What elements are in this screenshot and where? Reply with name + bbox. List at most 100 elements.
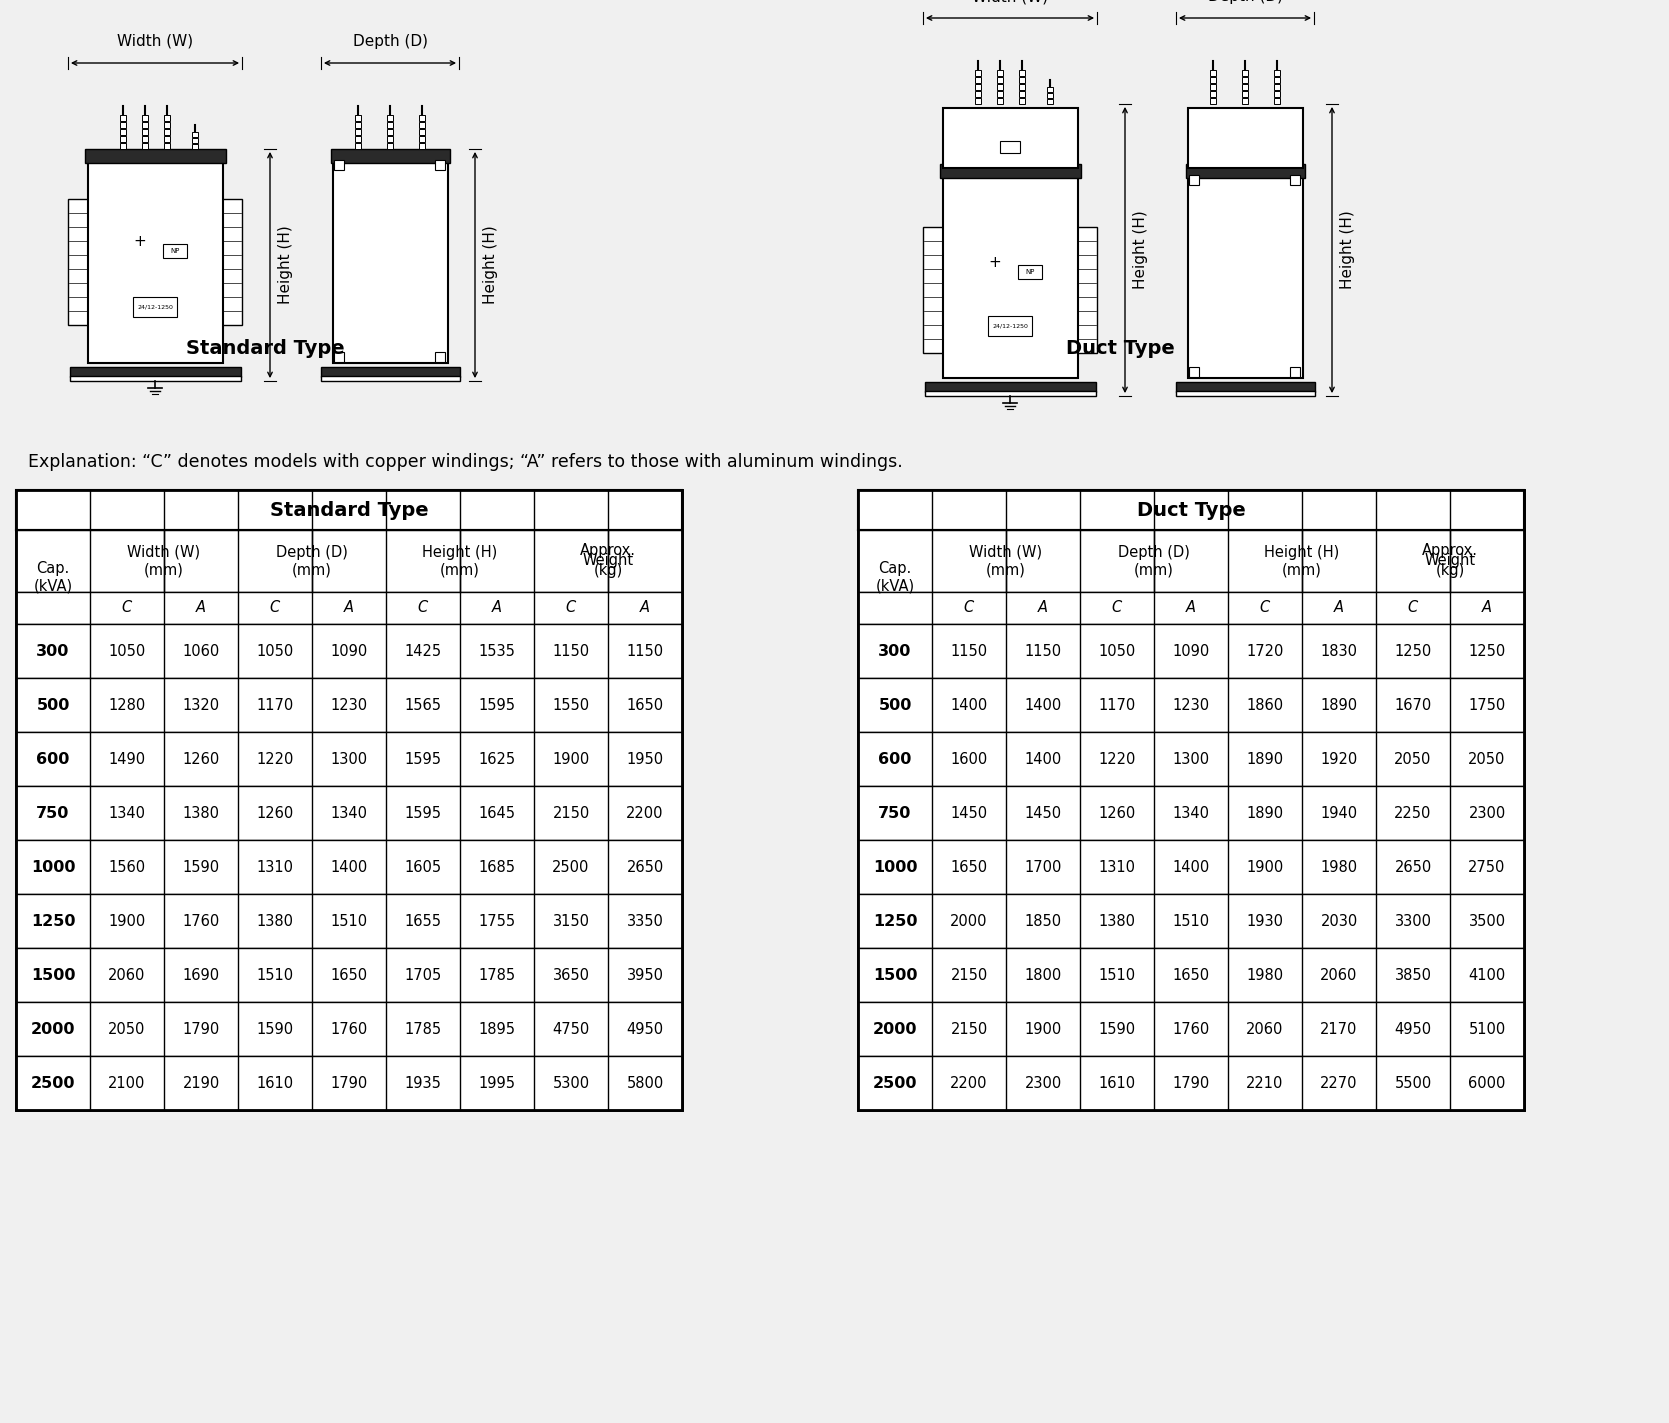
Text: 1565: 1565	[404, 697, 442, 713]
Text: (mm): (mm)	[292, 562, 332, 578]
Text: 1790: 1790	[182, 1022, 220, 1036]
Bar	[419, 115, 426, 121]
Text: 1900: 1900	[108, 914, 145, 928]
Bar	[988, 316, 1031, 336]
Text: C: C	[1409, 601, 1419, 616]
Bar	[1020, 91, 1025, 97]
Text: 1670: 1670	[1394, 697, 1432, 713]
Text: 1150: 1150	[626, 643, 664, 659]
Bar	[975, 98, 981, 104]
Text: 2200: 2200	[626, 805, 664, 821]
Bar	[975, 70, 981, 75]
Bar	[1177, 391, 1315, 396]
Bar	[419, 122, 426, 128]
Bar	[858, 731, 1524, 785]
Bar	[120, 129, 125, 135]
Text: 2750: 2750	[1469, 859, 1505, 875]
Text: 24/12-1250: 24/12-1250	[991, 323, 1028, 329]
Text: 4100: 4100	[1469, 968, 1505, 982]
Text: Approx.: Approx.	[1422, 544, 1479, 558]
Text: +: +	[134, 233, 147, 249]
Text: 1690: 1690	[182, 968, 220, 982]
Bar	[1020, 84, 1025, 90]
Text: 1400: 1400	[1172, 859, 1210, 875]
Text: 2300: 2300	[1025, 1076, 1061, 1090]
Text: 1550: 1550	[552, 697, 589, 713]
Text: 1150: 1150	[552, 643, 589, 659]
Text: 1400: 1400	[1025, 697, 1061, 713]
Text: 1590: 1590	[182, 859, 220, 875]
Text: 1950: 1950	[626, 751, 664, 767]
Bar	[1046, 87, 1053, 92]
Text: A: A	[1038, 601, 1048, 616]
Text: Width (W): Width (W)	[117, 34, 194, 48]
Bar	[85, 149, 225, 164]
Bar	[858, 677, 1524, 731]
Text: C: C	[1260, 601, 1270, 616]
Text: 1645: 1645	[479, 805, 516, 821]
Text: 2150: 2150	[950, 968, 988, 982]
Text: 2000: 2000	[30, 1022, 75, 1036]
Text: C: C	[1112, 601, 1122, 616]
Text: 1595: 1595	[404, 805, 442, 821]
Text: 1610: 1610	[1098, 1076, 1135, 1090]
Text: 5800: 5800	[626, 1076, 664, 1090]
Bar	[858, 490, 1524, 1110]
Bar	[334, 159, 344, 169]
Text: 2060: 2060	[1247, 1022, 1283, 1036]
Bar	[1273, 77, 1280, 83]
Bar	[17, 948, 683, 1002]
Text: 1170: 1170	[257, 697, 294, 713]
Bar	[164, 142, 170, 149]
Text: 2300: 2300	[1469, 805, 1505, 821]
Text: 2100: 2100	[108, 1076, 145, 1090]
Text: Depth (D): Depth (D)	[275, 545, 347, 559]
Bar	[943, 108, 1078, 168]
Text: 2050: 2050	[1394, 751, 1432, 767]
Text: 4950: 4950	[626, 1022, 664, 1036]
Bar	[925, 381, 1097, 391]
Bar	[334, 351, 344, 361]
Text: Height (H): Height (H)	[482, 226, 497, 305]
Text: 1595: 1595	[404, 751, 442, 767]
Text: 500: 500	[37, 697, 70, 713]
Bar	[925, 391, 1097, 396]
Bar	[387, 137, 392, 142]
Text: Depth (D): Depth (D)	[1207, 0, 1282, 4]
Text: 600: 600	[878, 751, 911, 767]
Text: A: A	[639, 601, 649, 616]
Text: A: A	[195, 601, 205, 616]
Text: Cap.: Cap.	[37, 561, 70, 575]
Bar	[858, 490, 1524, 529]
Text: 1755: 1755	[479, 914, 516, 928]
Bar	[355, 129, 361, 135]
Bar	[858, 894, 1524, 948]
Bar	[330, 149, 451, 164]
Text: 750: 750	[37, 805, 70, 821]
Text: 1280: 1280	[108, 697, 145, 713]
Bar	[17, 894, 683, 948]
Text: Duct Type: Duct Type	[1065, 339, 1175, 357]
Text: 1900: 1900	[1247, 859, 1283, 875]
Bar	[17, 840, 683, 894]
Bar	[134, 297, 177, 317]
Bar	[1188, 367, 1198, 377]
Text: 1850: 1850	[1025, 914, 1061, 928]
Text: (kg): (kg)	[1435, 564, 1465, 579]
Bar	[70, 367, 240, 377]
Text: 2500: 2500	[552, 859, 589, 875]
Bar	[17, 677, 683, 731]
Text: 1685: 1685	[479, 859, 516, 875]
Text: 1900: 1900	[1025, 1022, 1061, 1036]
Text: 1940: 1940	[1320, 805, 1357, 821]
Text: 1050: 1050	[108, 643, 145, 659]
Text: 1860: 1860	[1247, 697, 1283, 713]
Text: 2500: 2500	[873, 1076, 918, 1090]
Text: 1650: 1650	[330, 968, 367, 982]
Bar	[1046, 92, 1053, 98]
Bar	[387, 122, 392, 128]
Bar	[17, 785, 683, 840]
Bar	[164, 115, 170, 121]
Bar	[1242, 84, 1248, 90]
Bar	[1273, 91, 1280, 97]
